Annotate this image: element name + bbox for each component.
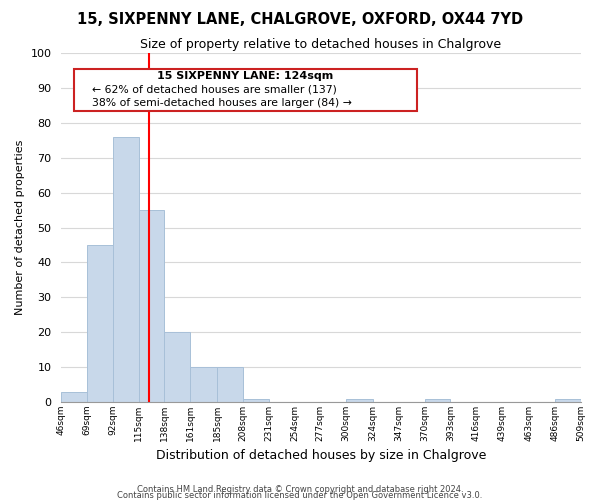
Bar [139, 210, 164, 402]
Bar [113, 137, 139, 402]
Text: ← 62% of detached houses are smaller (137): ← 62% of detached houses are smaller (13… [92, 84, 337, 94]
X-axis label: Distribution of detached houses by size in Chalgrove: Distribution of detached houses by size … [156, 450, 486, 462]
Title: Size of property relative to detached houses in Chalgrove: Size of property relative to detached ho… [140, 38, 502, 51]
Text: 15 SIXPENNY LANE: 124sqm: 15 SIXPENNY LANE: 124sqm [157, 70, 334, 81]
Y-axis label: Number of detached properties: Number of detached properties [15, 140, 25, 315]
Bar [243, 398, 269, 402]
Text: Contains HM Land Registry data © Crown copyright and database right 2024.: Contains HM Land Registry data © Crown c… [137, 485, 463, 494]
FancyBboxPatch shape [74, 69, 417, 110]
Bar [425, 398, 451, 402]
Bar [217, 367, 243, 402]
Bar [87, 245, 113, 402]
Text: 38% of semi-detached houses are larger (84) →: 38% of semi-detached houses are larger (… [92, 98, 352, 108]
Text: 15, SIXPENNY LANE, CHALGROVE, OXFORD, OX44 7YD: 15, SIXPENNY LANE, CHALGROVE, OXFORD, OX… [77, 12, 523, 28]
Bar [164, 332, 190, 402]
Bar [555, 398, 581, 402]
Text: Contains public sector information licensed under the Open Government Licence v3: Contains public sector information licen… [118, 491, 482, 500]
Bar [190, 367, 217, 402]
Bar [61, 392, 87, 402]
Bar [346, 398, 373, 402]
